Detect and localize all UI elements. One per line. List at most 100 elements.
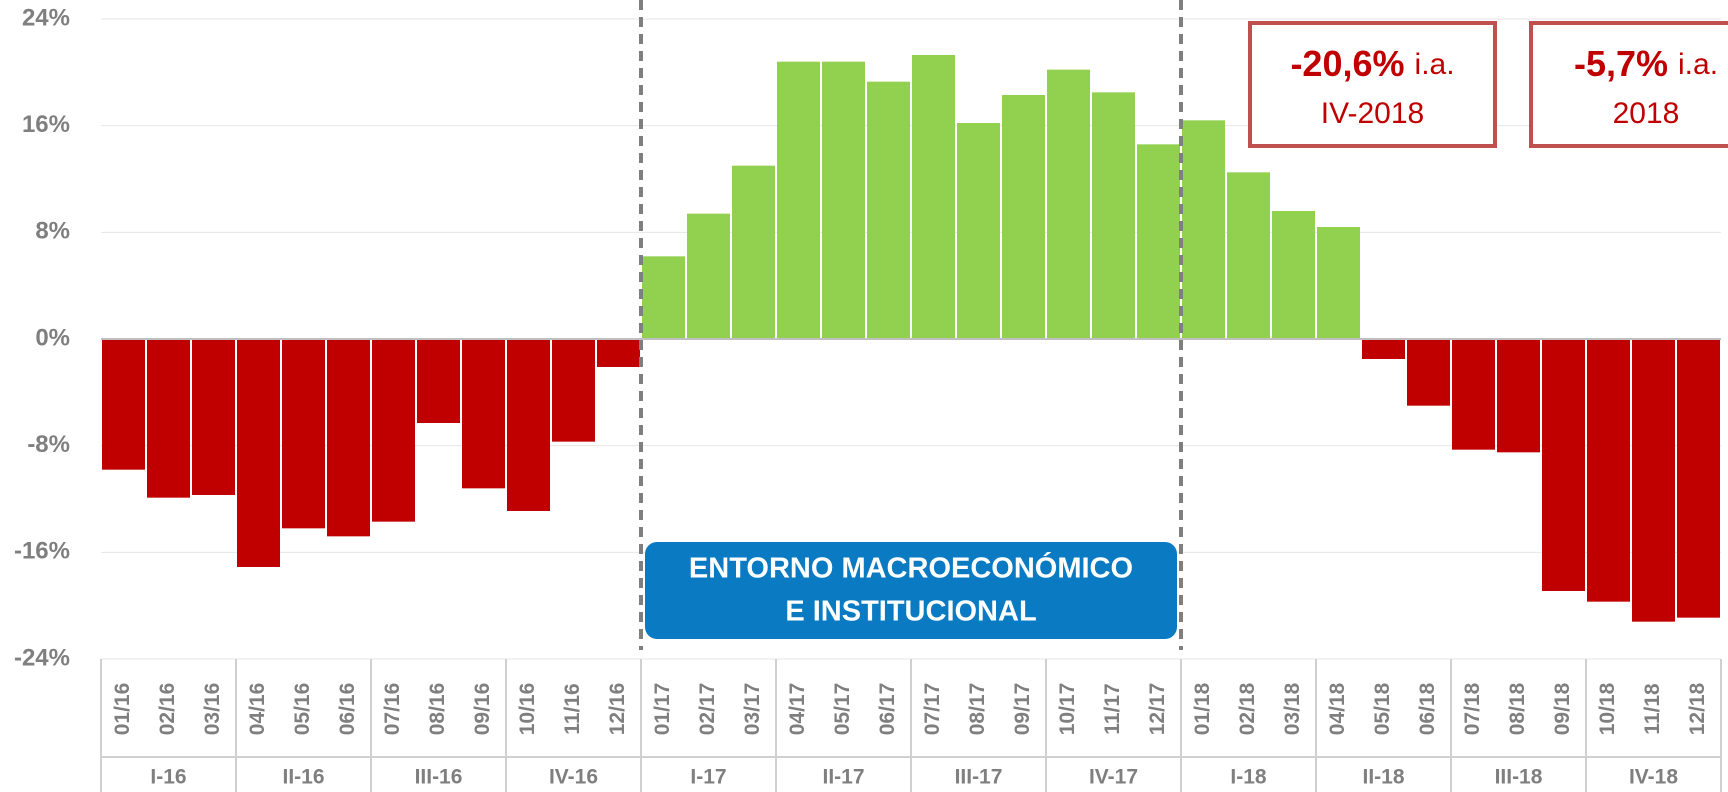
x-tick-label: 10/18	[1596, 682, 1619, 735]
annotation-number: -5,7%	[1574, 43, 1668, 84]
x-tick-label: 03/18	[1281, 682, 1304, 735]
x-tick-label: 04/16	[246, 683, 269, 736]
group-label: IV-17	[1089, 766, 1138, 789]
group-label: II-17	[822, 766, 864, 789]
y-tick-label: 0%	[35, 324, 70, 351]
bar	[1587, 339, 1630, 602]
group-label: I-17	[690, 766, 726, 789]
annotation-number: -20,6%	[1290, 43, 1404, 84]
bar	[237, 339, 280, 567]
highlight-text: ENTORNO MACROECONÓMICO	[689, 551, 1133, 585]
bar	[327, 339, 370, 537]
bar	[1227, 172, 1270, 339]
x-tick-label: 12/18	[1686, 682, 1709, 735]
y-tick-label: -24%	[14, 644, 70, 671]
x-tick-label: 08/16	[426, 683, 449, 736]
y-tick-label: 24%	[22, 4, 70, 31]
group-label: I-16	[150, 766, 186, 789]
x-tick-label: 02/16	[156, 683, 179, 736]
bar	[822, 61, 865, 340]
bar	[282, 339, 325, 529]
highlight-text: E INSTITUCIONAL	[785, 596, 1036, 628]
bar	[1182, 120, 1225, 339]
bar	[462, 339, 505, 489]
annotation-value: -20,6% i.a.	[1290, 43, 1454, 84]
x-tick-label: 09/17	[1011, 683, 1034, 736]
group-label: IV-16	[549, 766, 598, 789]
bar	[1632, 339, 1675, 622]
x-tick-label: 05/17	[831, 683, 854, 736]
bar	[372, 339, 415, 522]
group-label: III-17	[955, 766, 1003, 789]
bar	[1497, 339, 1540, 453]
highlight-box	[645, 542, 1177, 639]
x-tick-label: 06/18	[1416, 682, 1439, 735]
x-tick-label: 02/17	[696, 683, 719, 736]
x-tick-label: 08/17	[966, 683, 989, 736]
annotation-space	[1405, 43, 1415, 84]
bar	[1677, 339, 1720, 618]
x-tick-label: 06/16	[336, 683, 359, 736]
x-tick-label: 12/17	[1146, 683, 1169, 736]
bar	[1362, 339, 1405, 359]
x-tick-label: 09/18	[1551, 682, 1574, 735]
x-tick-label: 11/18	[1641, 683, 1664, 735]
x-tick-label: 08/18	[1506, 682, 1529, 735]
x-tick-label: 11/16	[561, 683, 584, 734]
bar	[1542, 339, 1585, 591]
group-label: II-16	[282, 766, 324, 789]
x-tick-label: 07/17	[921, 683, 944, 736]
y-tick-label: -8%	[27, 431, 70, 458]
annotation-value: -5,7% i.a.	[1574, 43, 1718, 84]
bar	[1047, 69, 1090, 340]
bar	[1407, 339, 1450, 406]
bar	[912, 55, 955, 339]
group-label: II-18	[1362, 766, 1404, 789]
group-label: III-16	[415, 766, 463, 789]
bar	[507, 339, 550, 511]
annotation-space	[1668, 43, 1678, 84]
bar	[102, 339, 145, 470]
bar	[192, 339, 235, 495]
x-tick-label: 06/17	[876, 683, 899, 736]
bar	[1272, 211, 1315, 339]
bar	[552, 339, 595, 442]
x-tick-label: 07/18	[1461, 682, 1484, 735]
bar	[147, 339, 190, 498]
x-tick-label: 07/16	[381, 683, 404, 736]
bar	[777, 61, 820, 340]
x-tick-label: 10/17	[1056, 683, 1079, 736]
x-tick-label: 11/17	[1101, 683, 1124, 734]
bar	[957, 123, 1000, 339]
bar	[732, 165, 775, 339]
bar	[687, 213, 730, 339]
group-label: I-18	[1230, 766, 1267, 789]
bar	[417, 339, 460, 423]
x-tick-label: 05/16	[291, 683, 314, 736]
y-tick-label: 8%	[35, 218, 70, 245]
x-tick-label: 01/16	[111, 683, 134, 736]
annotation-suffix: i.a.	[1678, 48, 1718, 81]
x-tick-label: 03/16	[201, 683, 224, 736]
x-tick-label: 04/17	[786, 683, 809, 736]
bar	[1137, 144, 1180, 339]
bar	[1002, 95, 1045, 339]
bar	[867, 81, 910, 340]
annotation-period: 2018	[1613, 97, 1680, 130]
x-tick-label: 05/18	[1371, 682, 1394, 735]
x-tick-label: 10/16	[516, 683, 539, 736]
annotation-period: IV-2018	[1321, 97, 1424, 130]
annotation-box	[1529, 21, 1728, 148]
annotation-box	[1248, 21, 1497, 148]
x-tick-label: 04/18	[1326, 682, 1349, 735]
group-label: IV-18	[1629, 766, 1678, 789]
annotation-suffix: i.a.	[1415, 48, 1455, 81]
bar	[597, 339, 640, 367]
group-label: III-18	[1495, 766, 1543, 789]
bar	[1092, 92, 1135, 339]
y-tick-label: -16%	[14, 538, 70, 565]
x-tick-label: 09/16	[471, 683, 494, 736]
x-tick-label: 03/17	[741, 683, 764, 736]
x-tick-label: 02/18	[1236, 682, 1259, 735]
